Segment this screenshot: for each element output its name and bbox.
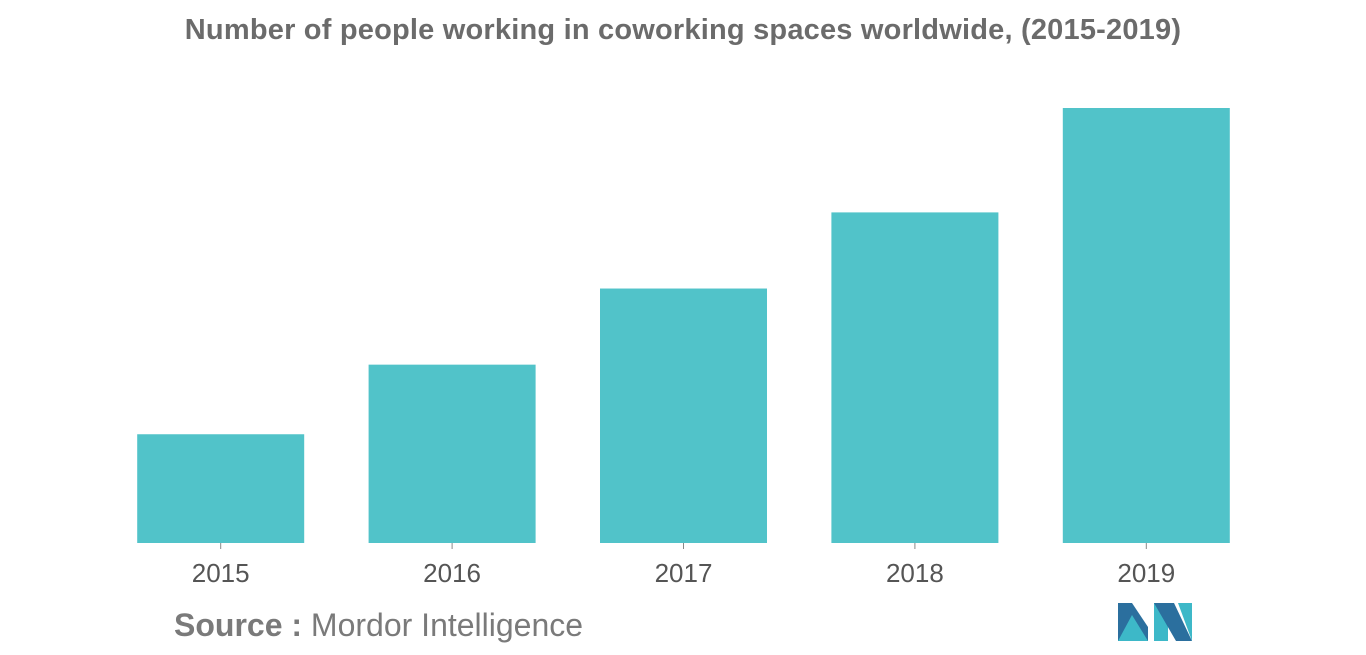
source-note: Source : Mordor Intelligence — [174, 607, 583, 644]
x-tick-labels-group: 2015 2016 2017 2018 2019 — [192, 558, 1175, 588]
bar-2019 — [1062, 108, 1230, 543]
bar-2016 — [368, 364, 536, 543]
bar-2015 — [137, 434, 305, 543]
x-tick-label-2018: 2018 — [886, 558, 944, 588]
chart-title: Number of people working in coworking sp… — [184, 14, 1182, 46]
bar-2018 — [831, 212, 999, 543]
x-ticks-group — [220, 543, 1147, 549]
source-label: Source : — [174, 607, 303, 643]
x-tick-label-2017: 2017 — [655, 558, 713, 588]
bar-2017 — [600, 288, 767, 543]
bars-group — [137, 108, 1230, 543]
x-tick-label-2019: 2019 — [1117, 558, 1175, 588]
mordor-intelligence-logo-icon — [1118, 603, 1192, 641]
x-tick-label-2015: 2015 — [192, 558, 250, 588]
x-tick-label-2016: 2016 — [423, 558, 481, 588]
source-text: Mordor Intelligence — [310, 607, 584, 643]
